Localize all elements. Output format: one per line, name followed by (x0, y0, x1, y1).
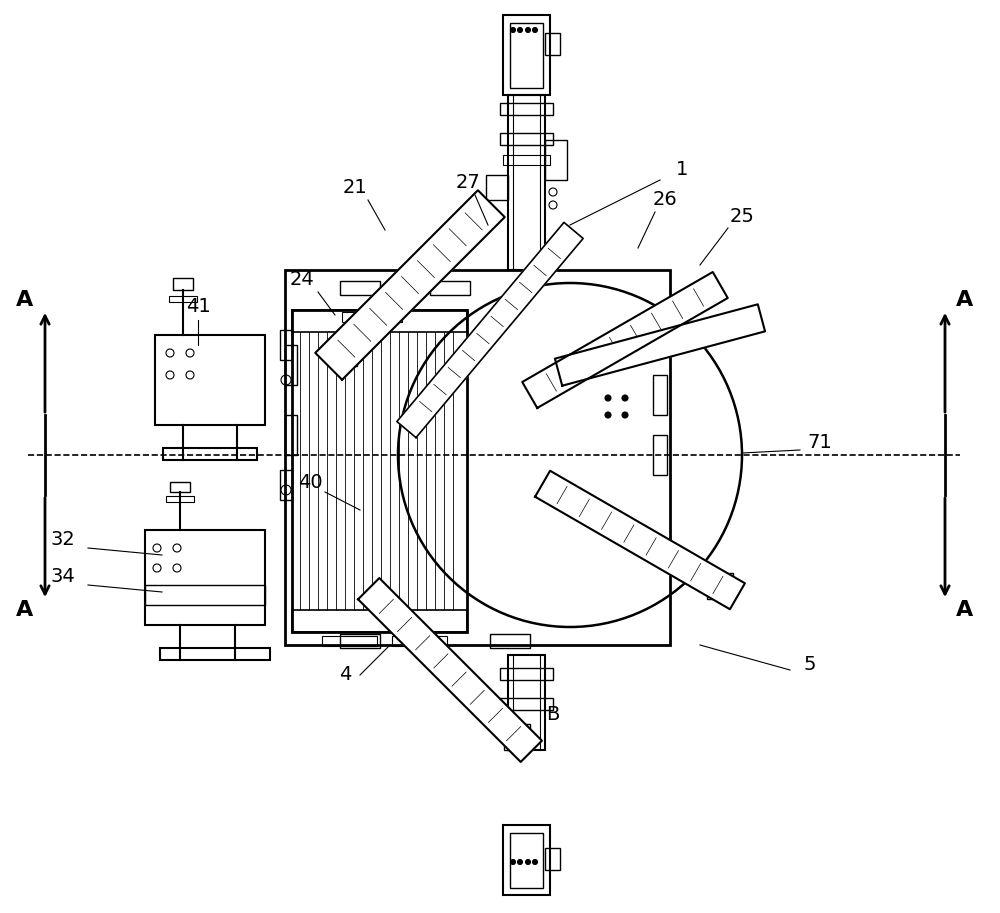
Text: 1: 1 (676, 160, 688, 179)
Circle shape (605, 395, 611, 401)
Text: A: A (16, 600, 34, 620)
Bar (145, 530, 265, 625)
Bar (392, 636, 447, 646)
Bar (160, 648, 270, 660)
Bar (500, 698, 553, 710)
Bar (340, 281, 380, 295)
Polygon shape (315, 190, 505, 380)
Bar (329, 338, 357, 366)
Circle shape (526, 27, 530, 33)
Circle shape (532, 27, 538, 33)
Text: 21: 21 (343, 178, 367, 197)
Bar (653, 435, 667, 475)
Text: A: A (956, 290, 974, 310)
Circle shape (622, 395, 628, 401)
Circle shape (345, 345, 350, 350)
Circle shape (520, 740, 525, 745)
Bar (653, 315, 667, 355)
Text: 27: 27 (456, 173, 480, 192)
Bar (292, 610, 467, 632)
Text: 4: 4 (339, 665, 351, 684)
Bar (166, 496, 194, 502)
Bar (163, 448, 257, 460)
Bar (145, 585, 265, 605)
Bar (653, 375, 667, 415)
Bar (510, 23, 543, 88)
Bar (173, 278, 193, 290)
Bar (500, 668, 553, 680)
Bar (503, 15, 550, 95)
Circle shape (510, 729, 515, 735)
Bar (500, 133, 553, 145)
Bar (504, 724, 530, 750)
Text: B: B (546, 706, 560, 725)
Bar (545, 848, 560, 870)
Circle shape (511, 859, 516, 865)
Bar (169, 296, 197, 302)
Polygon shape (358, 578, 542, 762)
Text: A: A (956, 600, 974, 620)
Bar (280, 470, 292, 500)
Text: 24: 24 (290, 270, 314, 289)
Bar (503, 825, 550, 895)
Circle shape (723, 589, 728, 593)
Bar (292, 310, 467, 332)
Bar (510, 833, 543, 888)
Circle shape (511, 27, 516, 33)
Bar (508, 95, 545, 270)
Bar (285, 415, 297, 455)
Bar (486, 175, 508, 200)
Circle shape (510, 740, 515, 745)
Circle shape (335, 354, 340, 360)
Circle shape (723, 579, 728, 583)
Circle shape (345, 354, 350, 360)
Circle shape (605, 412, 611, 418)
Circle shape (713, 589, 718, 593)
Bar (340, 634, 380, 648)
Text: 41: 41 (186, 297, 210, 316)
Bar (545, 140, 567, 180)
Text: 5: 5 (804, 655, 816, 674)
Text: 40: 40 (298, 473, 322, 492)
Bar (490, 634, 530, 648)
Circle shape (335, 345, 340, 350)
Bar (170, 482, 190, 492)
Bar (342, 312, 402, 322)
Text: A: A (16, 290, 34, 310)
Bar (285, 270, 670, 645)
Bar (155, 335, 265, 425)
Circle shape (622, 412, 628, 418)
Polygon shape (397, 223, 583, 437)
Bar (280, 330, 292, 360)
Bar (292, 310, 467, 632)
Text: 34: 34 (51, 567, 75, 586)
Bar (322, 636, 377, 646)
Polygon shape (535, 471, 745, 609)
Text: 26: 26 (653, 190, 677, 209)
Bar (545, 33, 560, 55)
Polygon shape (555, 304, 765, 385)
Circle shape (518, 859, 522, 865)
Bar (430, 281, 470, 295)
Text: 25: 25 (730, 207, 754, 226)
Text: 32: 32 (51, 530, 75, 549)
Bar (500, 103, 553, 115)
Circle shape (518, 27, 522, 33)
Bar (285, 345, 297, 385)
Circle shape (713, 579, 718, 583)
Text: 71: 71 (808, 433, 832, 452)
Bar (707, 573, 733, 599)
Circle shape (526, 859, 530, 865)
Circle shape (532, 859, 538, 865)
Bar (508, 655, 545, 750)
Circle shape (520, 729, 525, 735)
Polygon shape (522, 272, 728, 408)
Bar (503, 155, 550, 165)
